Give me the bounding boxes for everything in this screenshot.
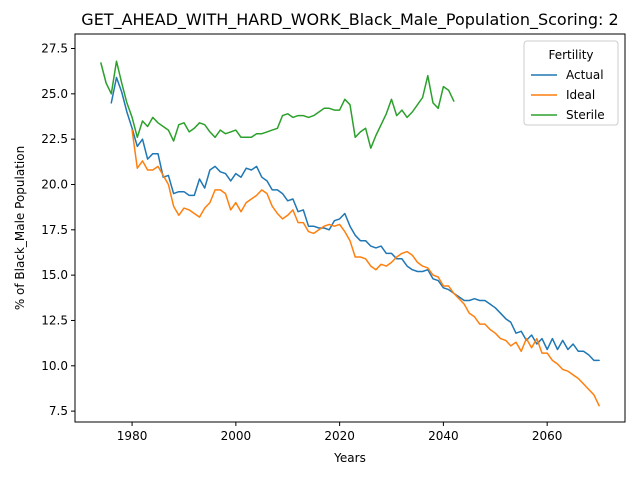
x-tick-label: 2020 — [324, 429, 355, 443]
x-tick-label: 2000 — [221, 429, 252, 443]
legend-label-sterile: Sterile — [566, 108, 605, 122]
y-tick-label: 17.5 — [41, 223, 68, 237]
legend-label-actual: Actual — [566, 68, 604, 82]
legend-title: Fertility — [548, 48, 593, 62]
y-axis: 7.5 10.0 12.5 15.0 17.5 20.0 22.5 25.0 27.5 — [41, 42, 75, 419]
y-tick-label: 12.5 — [41, 313, 68, 327]
y-tick-label: 27.5 — [41, 42, 68, 56]
x-tick-label: 2040 — [428, 429, 459, 443]
y-tick-label: 25.0 — [41, 87, 68, 101]
y-tick-label: 10.0 — [41, 359, 68, 373]
x-tick-label: 1980 — [117, 429, 148, 443]
x-axis-label: Years — [333, 451, 366, 465]
y-tick-label: 22.5 — [41, 132, 68, 146]
x-tick-label: 2060 — [532, 429, 563, 443]
x-axis: 1980 2000 2020 2040 2060 — [117, 422, 563, 443]
legend-label-ideal: Ideal — [566, 88, 595, 102]
y-tick-label: 15.0 — [41, 268, 68, 282]
y-axis-label: % of Black_Male Population — [13, 146, 27, 310]
y-tick-label: 7.5 — [49, 404, 68, 418]
legend: Fertility Actual Ideal Sterile — [524, 41, 618, 125]
chart-title: GET_AHEAD_WITH_HARD_WORK_Black_Male_Popu… — [81, 10, 618, 30]
y-tick-label: 20.0 — [41, 177, 68, 191]
